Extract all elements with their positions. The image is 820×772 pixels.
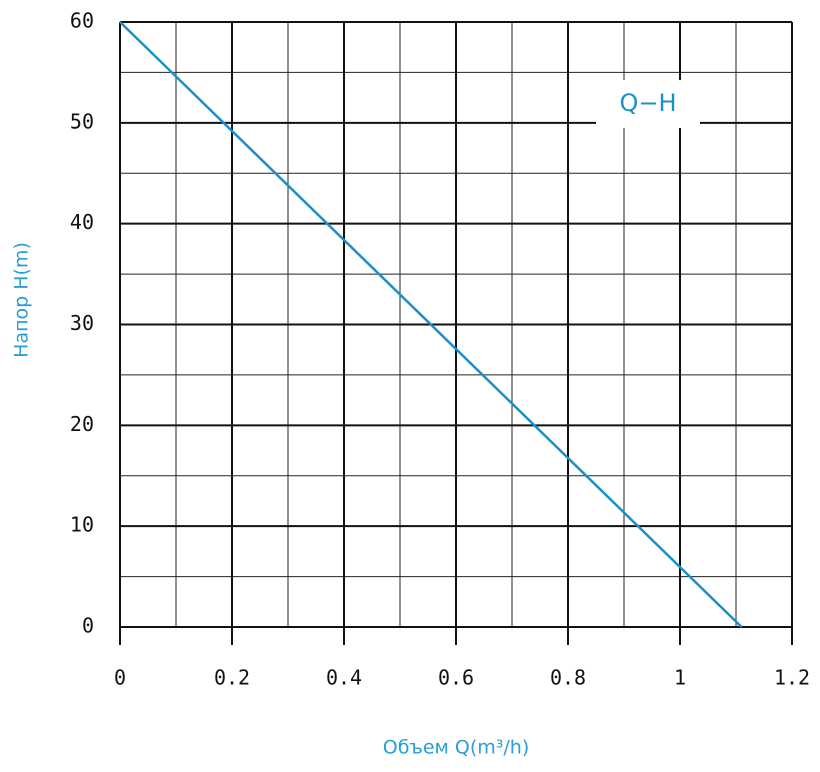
x-axis-label: Объем Q(m³/h)	[383, 737, 530, 759]
y-tick-label: 0	[82, 614, 94, 638]
label-box	[596, 80, 700, 128]
x-tick-label: 0	[114, 666, 126, 690]
y-tick-label: 10	[70, 513, 94, 537]
y-tick-label: 20	[70, 412, 94, 436]
y-axis-label: Напор H(m)	[11, 242, 33, 358]
x-tick-label: 1.2	[774, 666, 810, 690]
line	[119, 21, 743, 628]
series-label: Q−H	[619, 89, 676, 117]
x-tick-label: 0.2	[214, 666, 250, 690]
x-tick-label: 1	[674, 666, 686, 690]
x-tick-label: 0.6	[438, 666, 474, 690]
x-tick-label: 0.4	[326, 666, 362, 690]
y-tick-label: 40	[70, 210, 94, 234]
y-tick-label: 30	[70, 311, 94, 335]
x-tick-label: 0.8	[550, 666, 586, 690]
y-tick-label: 60	[70, 9, 94, 33]
y-tick-label: 50	[70, 109, 94, 133]
